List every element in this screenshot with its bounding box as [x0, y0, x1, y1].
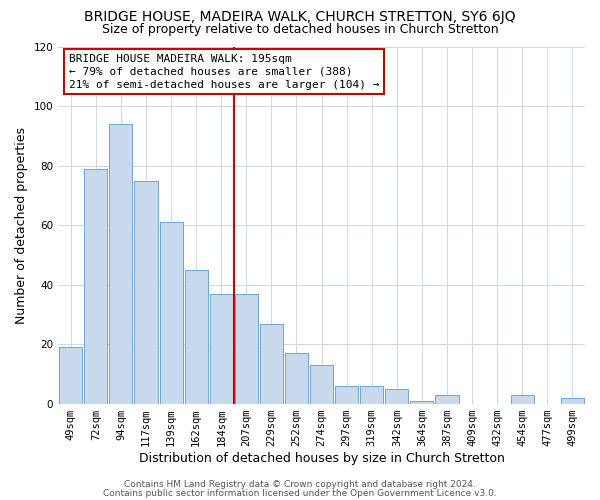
- Bar: [84, 168, 107, 404]
- Bar: [436, 395, 458, 404]
- Bar: [511, 395, 534, 404]
- Bar: [360, 386, 383, 404]
- Bar: [59, 348, 82, 404]
- Bar: [134, 180, 158, 404]
- X-axis label: Distribution of detached houses by size in Church Stretton: Distribution of detached houses by size …: [139, 452, 505, 465]
- Text: Contains HM Land Registry data © Crown copyright and database right 2024.: Contains HM Land Registry data © Crown c…: [124, 480, 476, 489]
- Bar: [185, 270, 208, 404]
- Bar: [335, 386, 358, 404]
- Bar: [260, 324, 283, 404]
- Bar: [310, 366, 333, 404]
- Bar: [160, 222, 182, 404]
- Y-axis label: Number of detached properties: Number of detached properties: [15, 127, 28, 324]
- Bar: [410, 401, 433, 404]
- Text: Contains public sector information licensed under the Open Government Licence v3: Contains public sector information licen…: [103, 488, 497, 498]
- Bar: [209, 294, 233, 404]
- Bar: [285, 354, 308, 404]
- Bar: [109, 124, 133, 404]
- Bar: [385, 389, 409, 404]
- Bar: [561, 398, 584, 404]
- Text: BRIDGE HOUSE MADEIRA WALK: 195sqm
← 79% of detached houses are smaller (388)
21%: BRIDGE HOUSE MADEIRA WALK: 195sqm ← 79% …: [69, 54, 379, 90]
- Text: BRIDGE HOUSE, MADEIRA WALK, CHURCH STRETTON, SY6 6JQ: BRIDGE HOUSE, MADEIRA WALK, CHURCH STRET…: [84, 10, 516, 24]
- Bar: [235, 294, 258, 404]
- Text: Size of property relative to detached houses in Church Stretton: Size of property relative to detached ho…: [101, 22, 499, 36]
